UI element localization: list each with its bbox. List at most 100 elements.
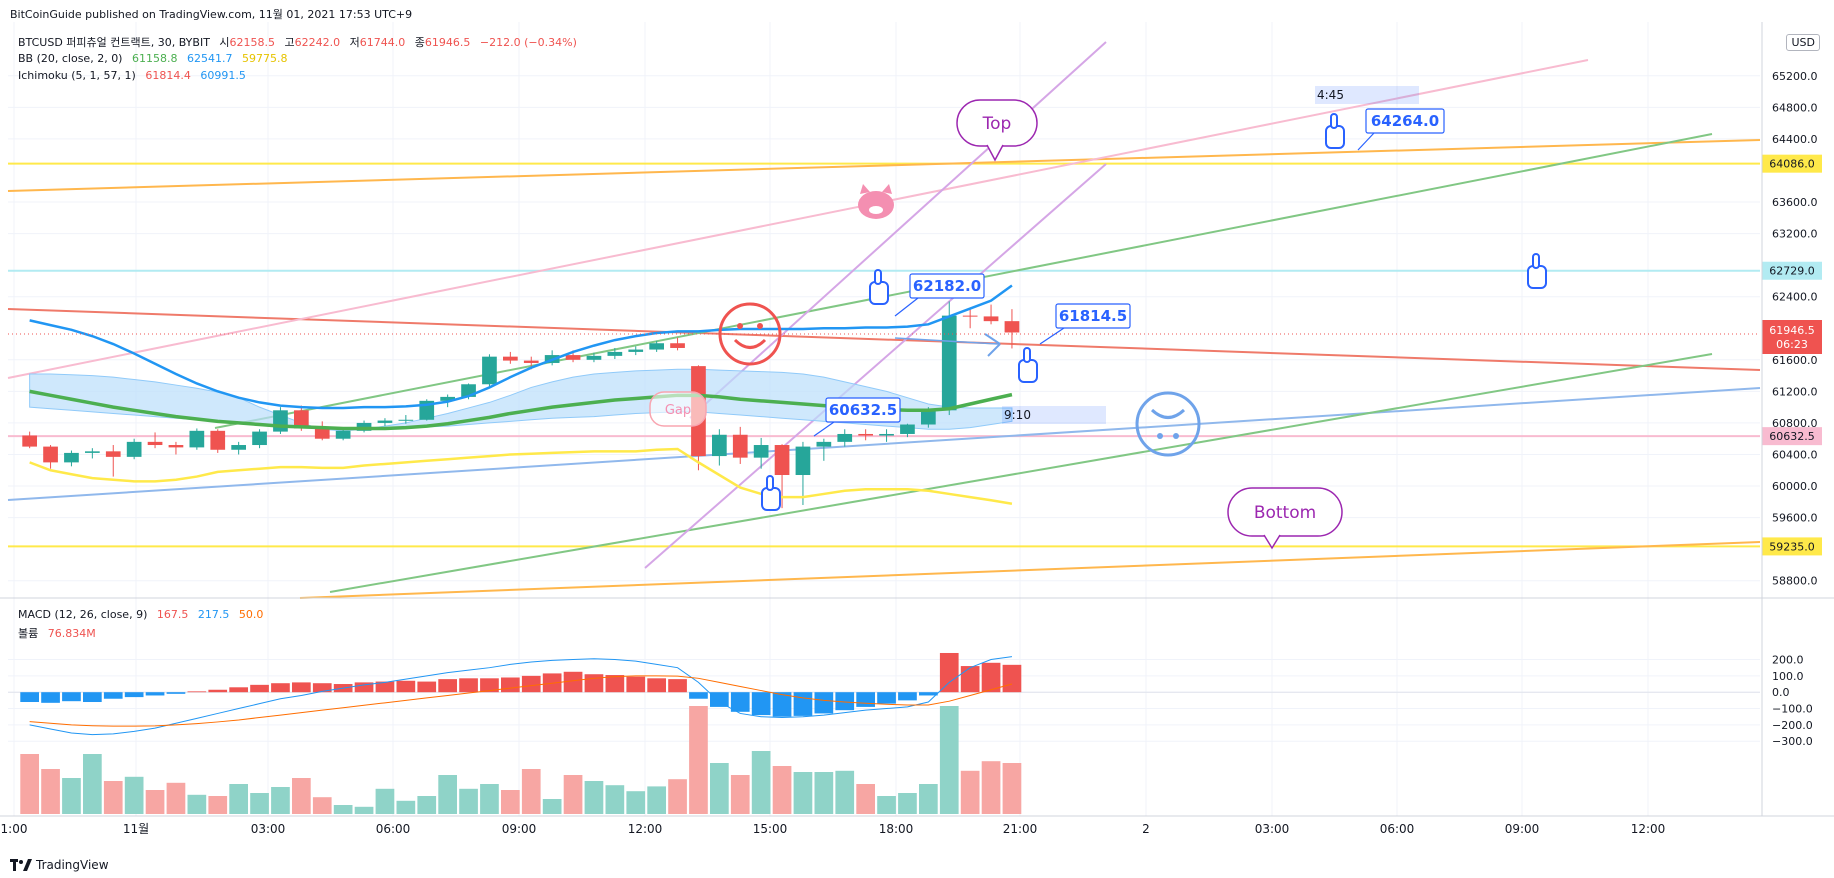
volume-bar [354,806,374,814]
gap-callout: Gap [665,403,691,418]
time-tick-label: 09:00 [1505,822,1540,836]
low-value: 저61744.0 [349,36,406,49]
macd-signal-value: 50.0 [238,608,264,621]
price-note-62182-leader [894,297,919,317]
price-label-60632: 60632.5 [1769,430,1815,443]
volume-bar [459,788,478,814]
candle-body [482,356,497,385]
time-tick-label: 12:00 [1631,822,1666,836]
macd-histogram-bar [41,692,60,703]
candle-body [22,435,37,447]
candle-body [921,410,936,425]
volume-bar [814,772,834,814]
ichimoku-b-value: 60991.5 [200,69,246,82]
pointing-hand-icon [1325,125,1345,149]
volume-bar [312,797,332,814]
macd-histogram-bar [605,675,625,693]
symbol-name: BTCUSD 퍼피츄얼 컨트랙트, 30, BYBIT [18,36,210,49]
symbol-legend[interactable]: BTCUSD 퍼피츄얼 컨트랙트, 30, BYBIT 시62158.5 고62… [18,34,583,50]
macd-histogram-bar [960,666,980,693]
volume-bar [62,778,81,814]
candle-body [252,431,267,446]
price-label-59235-bg [1762,537,1822,556]
footer-brand[interactable]: TradingView [10,858,109,872]
top-callout: Top [982,114,1012,134]
pointing-hand-icon-finger [1532,253,1540,269]
macd-histogram-bar [187,691,207,693]
time-box-910-bg [1002,406,1106,424]
volume-bar [898,793,917,814]
bottom-callout: Bottom [1254,503,1316,523]
volume-bar [83,754,102,814]
last-price-tag-bg [1762,320,1822,354]
macd-histogram-bar [375,681,395,693]
price-note-61814-bg [1055,303,1131,329]
pointing-hand-icon [869,281,889,305]
candle-body [879,433,894,436]
arrow-head-icon [984,333,1001,357]
volume-bar [751,751,771,814]
macd-tick-label: −100.0 [1772,703,1813,716]
arrow-line [894,337,999,345]
volume-bar [292,778,311,814]
volume-bar [668,779,687,814]
macd-histogram-bar [584,674,604,693]
volume-bar [689,706,708,814]
smiley-red-eye [757,323,763,329]
candle-body [273,410,288,432]
bb-lower-value: 59775.8 [241,52,288,65]
pointing-hand-icon-finger [1330,113,1338,129]
currency-button[interactable]: USD [1786,34,1820,51]
bb-legend[interactable]: BB (20, close, 2, 0) 61158.8 62541.7 597… [18,52,293,65]
axes: 65200.0 64800.0 64400.0 63600.0 63200.0 62400… [0,22,1834,836]
trend-line-orange-bottom [299,541,1761,599]
time-box-445-bg [1315,86,1419,104]
volume-bar [501,790,520,814]
price-tick-label: 63200.0 [1772,228,1818,241]
macd-histogram-bar [730,692,750,712]
overlay: 64086.0 62729.0 61946.506:23 60632.5 59235.0… [8,86,1822,556]
volume-bar [20,754,39,814]
macd-histogram-bar [668,679,687,693]
price-note-60632: 60632.5 [829,401,897,419]
macd-histogram-bar [124,692,144,698]
parallel-line-2 [644,163,1107,569]
macd-histogram-bar [835,692,855,711]
macd-hist-value: 167.5 [156,608,189,621]
price-tick-label: 61600.0 [1772,354,1818,367]
change-value: −212.0 (−0.34%) [479,36,577,49]
volume-label: 볼륨 [18,627,39,640]
price-note-64264-leader [1357,132,1375,151]
price-tick-label: 58800.0 [1772,575,1818,588]
candle-body [607,351,623,356]
candle-body [231,445,246,450]
volume-bar [250,793,269,814]
volume-value: 76.834M [47,627,96,640]
price-layer [22,284,1020,509]
smiley-red-icon [718,302,782,366]
time-tick-label: 2 [1142,822,1150,836]
macd-histogram-bar [751,692,771,716]
ichimoku-legend[interactable]: Ichimoku (5, 1, 57, 1) 61814.4 60991.5 [18,69,252,82]
pointing-hand-icon [1018,359,1038,383]
price-label-60632-bg [1762,427,1822,446]
macd-histogram-bar [647,678,666,693]
volume-bar [417,796,437,814]
volume-bar [396,800,416,814]
price-tick-label: 62400.0 [1772,291,1818,304]
bb-basis-value: 61158.8 [131,52,178,65]
volume-legend[interactable]: 볼륨 76.834M [18,625,102,641]
countdown-label: 06:23 [1776,338,1808,351]
macd-legend[interactable]: MACD (12, 26, close, 9) 167.5 217.5 50.0 [18,608,269,621]
price-note-64264: 64264.0 [1371,112,1439,130]
candle-body [398,419,414,421]
top-callout-tail [986,144,1004,162]
candle-body [753,445,769,458]
smiley-blue-mouth [1150,408,1186,419]
bb-lower-line [29,447,1013,505]
candle-body [335,430,351,439]
ichimoku-label: Ichimoku (5, 1, 57, 1) [18,69,136,82]
smiley-red-eye [737,323,743,329]
macd-tick-label: 200.0 [1772,654,1804,667]
